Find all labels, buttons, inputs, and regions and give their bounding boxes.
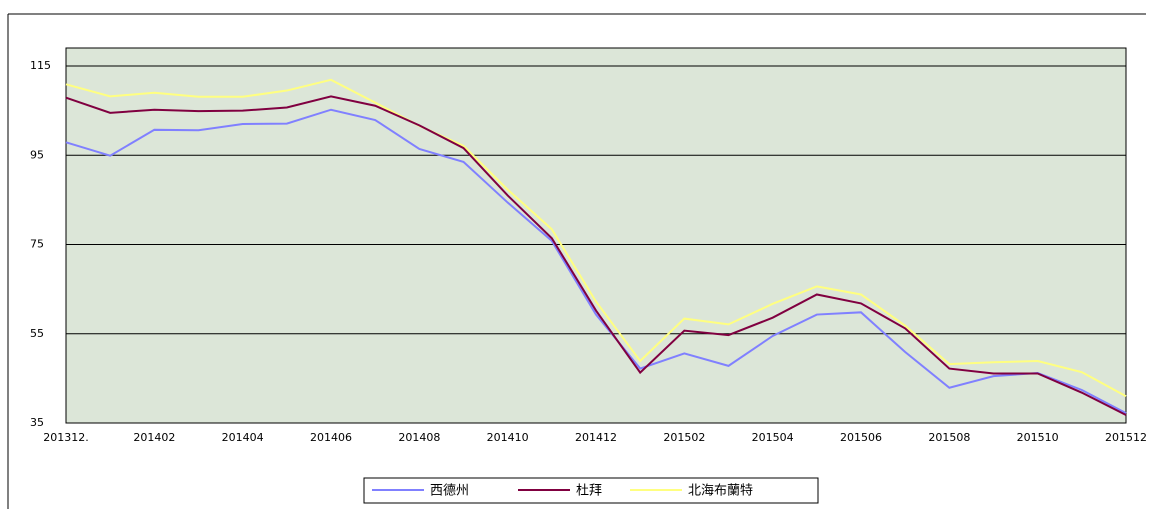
x-tick-label: 201504	[752, 431, 794, 444]
x-tick-label: 201510	[1017, 431, 1059, 444]
x-tick-label: 201412	[575, 431, 617, 444]
y-tick-label: 35	[30, 416, 44, 429]
legend-box	[363, 477, 819, 504]
x-tick-label: 201404	[222, 431, 264, 444]
x-tick-label: 201408	[398, 431, 440, 444]
series-line	[65, 108, 1127, 415]
legend-label: 北海布蘭特	[688, 483, 753, 499]
x-tick-label: 201512	[1105, 431, 1147, 444]
x-tick-label: 201506	[840, 431, 882, 444]
series-line	[65, 95, 1127, 416]
legend-label: 西德州	[430, 484, 469, 499]
x-tick-label: 201312.	[43, 431, 89, 444]
x-tick-label: 201406	[310, 431, 352, 444]
x-tick-label: 201502	[663, 431, 705, 444]
x-tick-label: 201410	[487, 431, 529, 444]
series-line	[65, 78, 1127, 398]
x-tick-label: 201402	[133, 431, 175, 444]
y-tick-label: 75	[30, 238, 44, 251]
plot-area	[65, 47, 1127, 424]
y-tick-label: 115	[30, 59, 51, 72]
x-tick-label: 201508	[928, 431, 970, 444]
y-tick-label: 55	[30, 327, 44, 340]
legend-label: 杜拜	[576, 484, 602, 499]
y-tick-label: 95	[30, 148, 44, 161]
